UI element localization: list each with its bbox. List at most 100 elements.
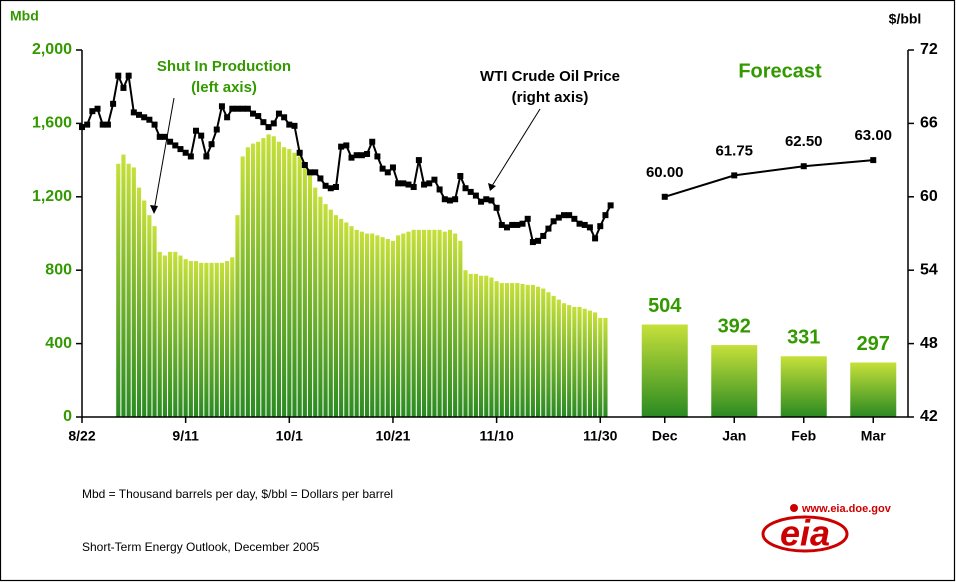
bar (328, 209, 333, 417)
marker (415, 157, 422, 164)
marker (602, 212, 609, 219)
marker (560, 212, 567, 219)
marker (307, 169, 314, 176)
bar (406, 231, 411, 417)
marker (446, 197, 453, 204)
bar (551, 295, 556, 417)
y2-tick-label: 72 (920, 41, 938, 58)
marker (167, 138, 174, 145)
bar (489, 277, 494, 417)
marker (182, 149, 189, 156)
bar (287, 149, 292, 417)
marker (99, 121, 106, 128)
marker (514, 221, 521, 228)
marker (581, 221, 588, 228)
bar (188, 261, 193, 417)
marker (540, 232, 547, 239)
marker (291, 122, 298, 129)
marker (555, 214, 562, 221)
bar (240, 156, 245, 417)
marker (457, 173, 464, 180)
bar (126, 163, 131, 417)
marker (172, 142, 179, 149)
marker (84, 121, 91, 128)
marker (410, 184, 417, 191)
marker (731, 172, 738, 179)
marker (203, 153, 210, 160)
bar (178, 255, 183, 417)
bar (364, 233, 370, 417)
x-tick-label: 10/21 (375, 428, 410, 444)
source: Short-Term Energy Outlook, December 2005 (82, 540, 320, 554)
y-tick-label: 1,600 (32, 115, 72, 132)
marker (452, 196, 459, 203)
marker (136, 111, 143, 118)
bar (593, 312, 598, 417)
bar (396, 235, 401, 417)
y-tick-label: 400 (45, 335, 72, 352)
marker (177, 146, 184, 153)
marker (317, 175, 324, 182)
logo-dot (790, 504, 798, 512)
marker (161, 133, 168, 140)
marker (870, 157, 877, 164)
y-tick-label: 0 (63, 408, 72, 425)
marker (156, 133, 163, 140)
value-label: 297 (857, 333, 890, 355)
bar (536, 286, 541, 417)
marker (151, 121, 158, 128)
logo: www.eia.doe.gov eia (761, 503, 892, 554)
x-tick-label: 9/11 (172, 428, 199, 444)
bar (541, 288, 546, 417)
bar (121, 154, 126, 417)
bar (162, 255, 167, 417)
marker (301, 161, 308, 168)
bar (349, 226, 354, 417)
bar (136, 187, 142, 417)
marker (198, 132, 205, 139)
x-tick-label: 11/30 (583, 428, 617, 444)
annotation: (left axis) (191, 79, 257, 96)
bar (385, 239, 390, 417)
bar (235, 215, 240, 417)
y2-axis-label: $/bbl (889, 11, 922, 27)
bar (292, 152, 297, 417)
bar (582, 308, 587, 417)
marker (322, 182, 329, 189)
bar (520, 283, 525, 417)
logo-url: www.eia.doe.gov (801, 503, 892, 515)
bar (453, 233, 458, 417)
arrow (491, 108, 541, 187)
bar (219, 262, 225, 417)
marker (431, 176, 438, 183)
bar (510, 283, 515, 417)
marker (110, 100, 117, 107)
bar (567, 305, 572, 417)
marker (379, 165, 386, 172)
marker (529, 239, 536, 246)
bar (245, 147, 250, 417)
forecast-title: Forecast (738, 60, 822, 82)
bar (427, 229, 432, 417)
marker (607, 202, 614, 209)
marker (358, 152, 365, 159)
y2-tick-label: 54 (920, 261, 938, 278)
marker (213, 126, 220, 133)
marker (535, 237, 542, 244)
bar (484, 275, 489, 417)
bar (193, 261, 199, 417)
marker (592, 235, 599, 242)
bar (447, 229, 453, 417)
bar (209, 262, 214, 417)
marker (395, 180, 402, 187)
marker (441, 196, 448, 203)
bar (173, 251, 178, 417)
bar (261, 138, 266, 417)
marker (483, 196, 490, 203)
value-label: 62.50 (785, 133, 823, 150)
marker (353, 152, 360, 159)
bar (131, 167, 136, 417)
marker (244, 105, 251, 112)
value-label: 60.00 (646, 164, 684, 181)
